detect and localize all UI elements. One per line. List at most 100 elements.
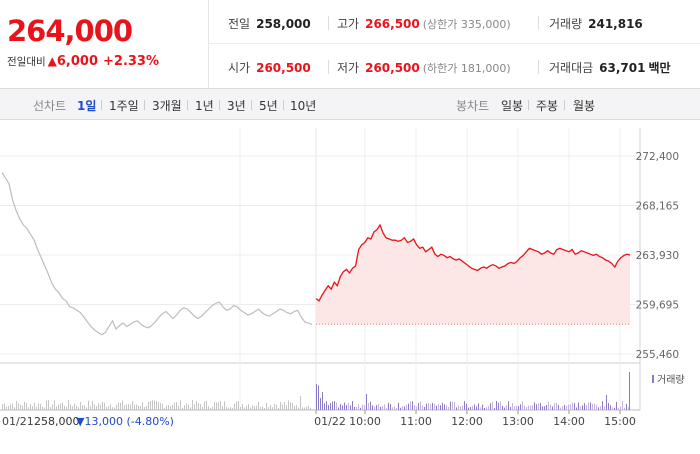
volume-bar bbox=[598, 407, 599, 410]
volume-bar bbox=[596, 404, 597, 410]
tab-1week[interactable]: 1주일 bbox=[109, 99, 139, 113]
volume-bar bbox=[414, 405, 415, 410]
volume-bar bbox=[612, 407, 613, 410]
change-amount: 6,000 bbox=[56, 54, 98, 69]
volume-bar bbox=[334, 401, 335, 410]
volume-bar bbox=[368, 402, 369, 410]
volume-bar bbox=[132, 401, 133, 410]
volume-bar bbox=[54, 400, 55, 410]
volume-bar bbox=[464, 401, 465, 410]
high-stat: 고가 266,500 (상한가 335,000) bbox=[337, 15, 511, 32]
volume-bar bbox=[488, 405, 489, 410]
volume-bar bbox=[122, 400, 123, 410]
volume-bar bbox=[604, 406, 605, 410]
volume-bar bbox=[62, 402, 63, 410]
volume-bar bbox=[128, 404, 129, 410]
volume-bar bbox=[536, 404, 537, 410]
volume-bar bbox=[224, 401, 225, 410]
volume-bar bbox=[108, 406, 109, 410]
volume-bar bbox=[92, 400, 93, 410]
volume-bar bbox=[84, 405, 85, 410]
volume-bar bbox=[94, 404, 95, 410]
volume-bar bbox=[510, 406, 511, 410]
tab-weekly-candle[interactable]: 주봉 bbox=[536, 99, 559, 113]
volume-bar bbox=[28, 407, 29, 410]
volume-bar bbox=[370, 401, 371, 410]
volume-bar bbox=[434, 403, 435, 410]
tab-5year[interactable]: 5년 bbox=[259, 99, 278, 113]
tab-divider bbox=[187, 100, 188, 110]
volume-bar bbox=[470, 406, 471, 410]
volume-bar bbox=[348, 402, 349, 410]
volume-bar bbox=[556, 402, 557, 410]
volume-bar bbox=[542, 406, 543, 410]
x-tick-label: 10:00 bbox=[349, 415, 381, 428]
volume-bar bbox=[472, 405, 473, 410]
volume-bar bbox=[516, 405, 517, 410]
volume-bar bbox=[532, 405, 533, 410]
volume-bar bbox=[520, 404, 521, 410]
volume-bar bbox=[124, 405, 125, 410]
volume-bar bbox=[506, 405, 507, 410]
volume-bar bbox=[272, 407, 273, 410]
tab-divider bbox=[144, 100, 145, 110]
volume-bar bbox=[402, 406, 403, 410]
volume-bar bbox=[292, 402, 293, 410]
volume-bar bbox=[8, 406, 9, 410]
change-percent: +2.33% bbox=[103, 54, 159, 69]
tab-1year[interactable]: 1년 bbox=[195, 99, 214, 113]
volume-bar bbox=[246, 405, 247, 410]
volume-bar bbox=[404, 406, 405, 410]
volume-bar bbox=[380, 406, 381, 410]
volume-bar bbox=[626, 404, 627, 410]
tab-daily-candle[interactable]: 일봉 bbox=[501, 99, 524, 113]
upper-limit: (상한가 335,000) bbox=[422, 18, 511, 31]
volume-bar bbox=[178, 405, 179, 410]
volume-bar bbox=[154, 400, 155, 410]
volume-bar bbox=[360, 407, 361, 410]
high-value: 266,500 bbox=[365, 17, 420, 31]
divider bbox=[328, 60, 329, 74]
volume-bar bbox=[534, 402, 535, 410]
price-box: 264,000 전일대비 ▲6,000 +2.33% bbox=[0, 0, 209, 88]
volume-bar bbox=[214, 402, 215, 410]
tab-3month[interactable]: 3개월 bbox=[152, 99, 182, 113]
tab-10year[interactable]: 10년 bbox=[290, 99, 317, 113]
volume-bar bbox=[530, 405, 531, 410]
volume-bar bbox=[116, 404, 117, 410]
volume-bar bbox=[354, 406, 355, 410]
tab-3year[interactable]: 3년 bbox=[227, 99, 246, 113]
volume-bar bbox=[629, 372, 630, 410]
volume-bar bbox=[202, 406, 203, 410]
prev-close-label: 전일 bbox=[228, 17, 251, 31]
volume-bar bbox=[112, 407, 113, 410]
volume-bar bbox=[48, 400, 49, 410]
volume-bar bbox=[450, 401, 451, 410]
open-label: 시가 bbox=[228, 61, 251, 75]
volume-bar bbox=[552, 406, 553, 410]
volume-bar bbox=[562, 406, 563, 410]
volume-bar bbox=[158, 402, 159, 410]
volume-bar bbox=[384, 404, 385, 410]
low-stat: 저가 260,500 (하한가 181,000) bbox=[337, 59, 511, 76]
volume-bar bbox=[438, 404, 439, 410]
volume-bar bbox=[316, 384, 317, 410]
price-chart-area: 272,400 268,165 263,930 259,695 255,460 01/2… bbox=[0, 120, 700, 450]
tab-monthly-candle[interactable]: 월봉 bbox=[573, 99, 596, 113]
volume-bar bbox=[186, 403, 187, 410]
volume-bar bbox=[16, 400, 17, 410]
volume-bar bbox=[228, 407, 229, 410]
volume-bar bbox=[390, 404, 391, 410]
volume-bar bbox=[208, 405, 209, 410]
volume-bar bbox=[260, 406, 261, 410]
volume-bar bbox=[290, 402, 291, 410]
volume-bar bbox=[492, 401, 493, 410]
tab-1day[interactable]: 1일 bbox=[77, 99, 97, 113]
volume-bar bbox=[96, 406, 97, 410]
volume-bar bbox=[484, 407, 485, 410]
volume-bar bbox=[332, 401, 333, 410]
volume-bar bbox=[294, 405, 295, 410]
volume-bar bbox=[338, 407, 339, 410]
volume-bar bbox=[442, 402, 443, 410]
prev-day-line bbox=[1, 172, 313, 336]
